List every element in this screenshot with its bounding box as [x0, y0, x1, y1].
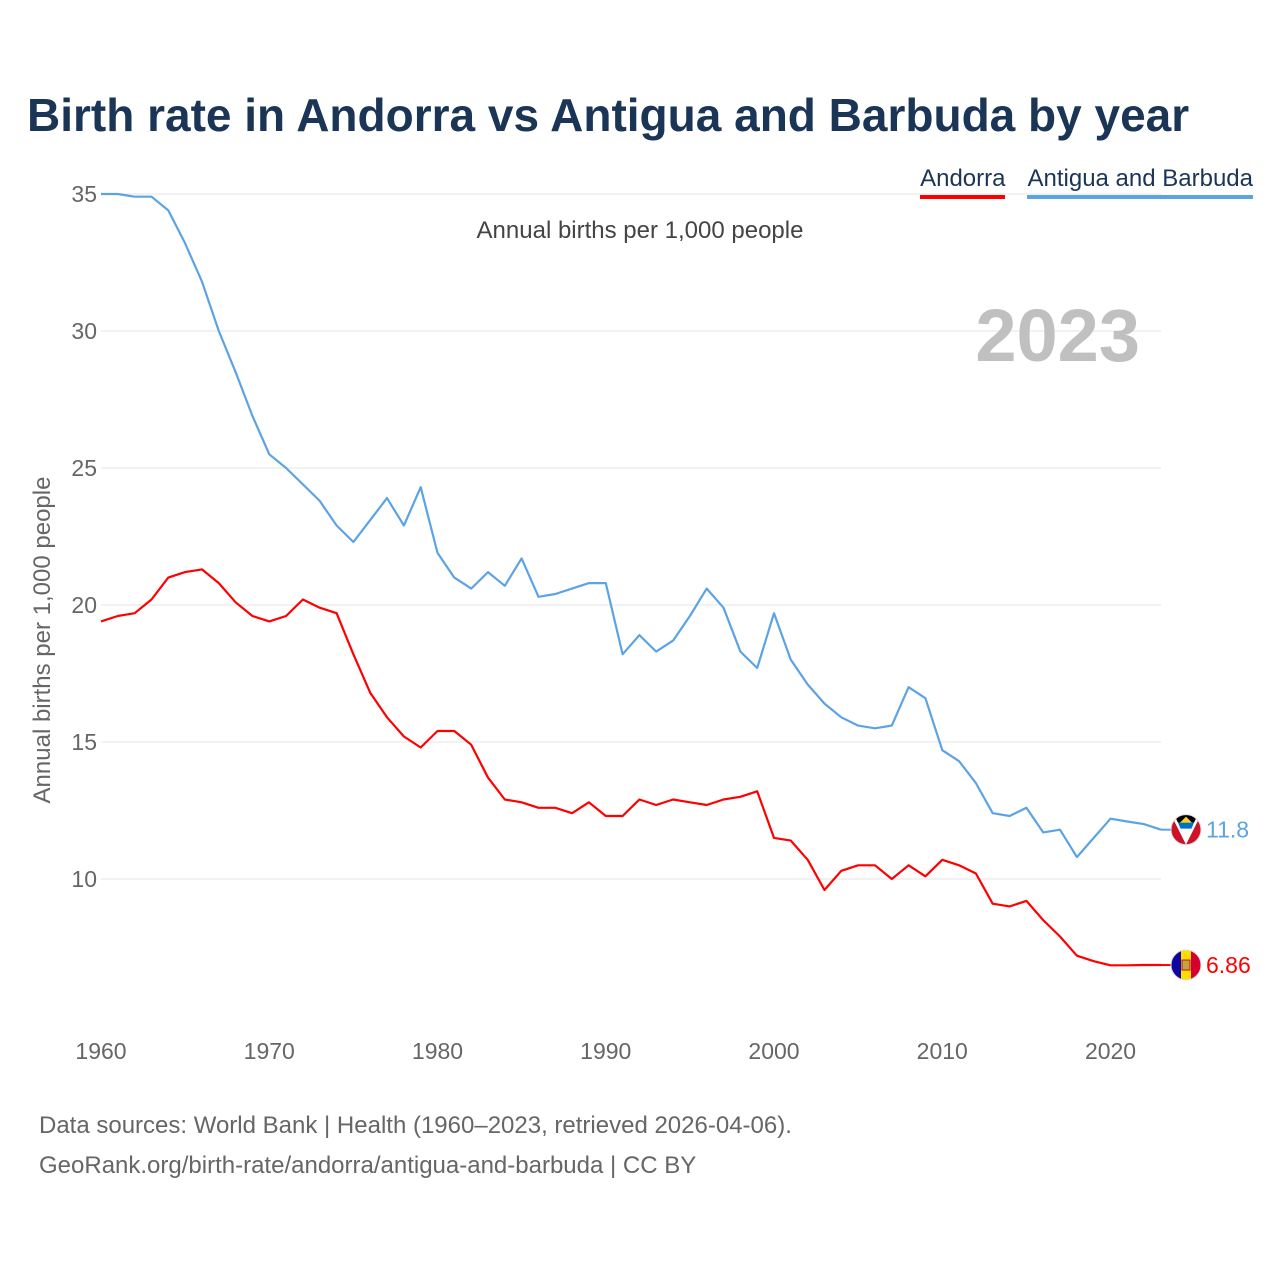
andorra-flag-border [1170, 949, 1202, 981]
x-tick-label-2020: 2020 [1085, 1038, 1136, 1064]
legend-item-andorra[interactable]: Andorra [920, 165, 1006, 199]
y-tick-label-35: 35 [71, 181, 97, 207]
chart-title: Birth rate in Andorra vs Antigua and Bar… [27, 89, 1190, 141]
y-tick-label-25: 25 [71, 455, 97, 481]
source-line-data: Data sources: World Bank | Health (1960–… [39, 1112, 792, 1139]
chart-subtitle: Annual births per 1,000 people [476, 217, 804, 244]
antigua-and-barbuda-flag-icon [1171, 814, 1201, 845]
x-tick-label-2000: 2000 [748, 1038, 799, 1064]
x-tick-label-1970: 1970 [244, 1038, 295, 1064]
end-value-label-andorra: 6.86 [1206, 952, 1251, 978]
series-line-antigua-and-barbuda [101, 192, 1162, 859]
y-tick-label-10: 10 [71, 866, 97, 892]
source-line-url[interactable]: GeoRank.org/birth-rate/andorra/antigua-a… [39, 1152, 697, 1179]
year-watermark: 2023 [975, 294, 1140, 377]
y-tick-label-15: 15 [71, 729, 97, 755]
antigua-and-barbuda-flag-border [1170, 814, 1202, 846]
y-tick-label-30: 30 [71, 318, 97, 344]
x-tick-label-2010: 2010 [917, 1038, 968, 1064]
source-notes: Data sources: World Bank | Health (1960–… [39, 1106, 792, 1186]
y-axis-title: Annual births per 1,000 people [29, 477, 56, 804]
legend-item-antigua-and-barbuda[interactable]: Antigua and Barbuda [1027, 165, 1253, 199]
end-value-label-antigua-and-barbuda: 11.8 [1206, 817, 1249, 843]
line-chart: 10 15 20 25 30 35 1960 1970 1980 1990 2000 2010 2020… [29, 181, 1251, 1064]
legend: Andorra Antigua and Barbuda [920, 165, 1253, 199]
y-tick-label-20: 20 [71, 592, 97, 618]
x-tick-label-1990: 1990 [580, 1038, 631, 1064]
x-tick-label-1980: 1980 [412, 1038, 463, 1064]
x-tick-label-1960: 1960 [75, 1038, 126, 1064]
andorra-flag-icon [1171, 950, 1201, 981]
series-line-andorra [100, 568, 1161, 967]
